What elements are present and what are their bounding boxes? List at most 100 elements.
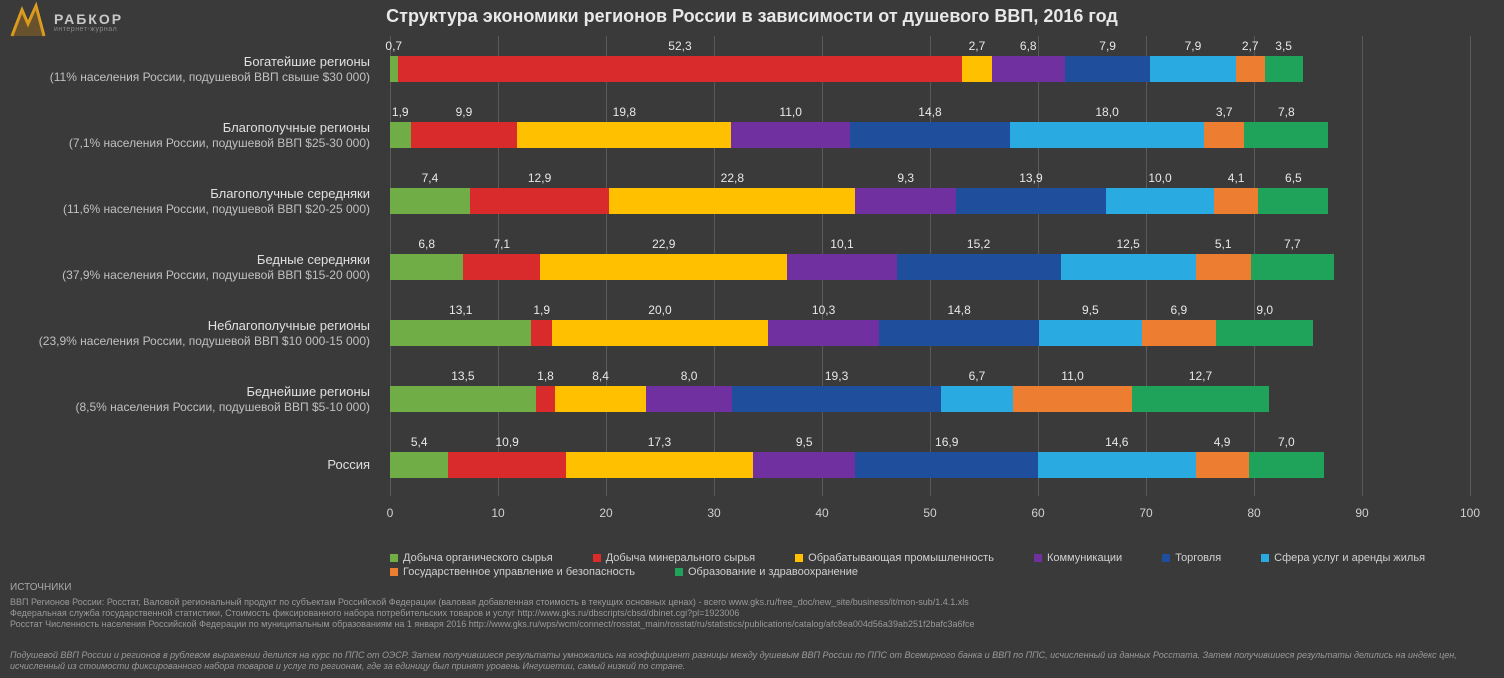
bar-segment: 14,8 <box>850 122 1010 148</box>
bar-segment: 6,5 <box>1258 188 1328 214</box>
segment-value-label: 5,1 <box>1215 237 1232 251</box>
legend-swatch <box>795 554 803 562</box>
bar-segment: 11,0 <box>1013 386 1132 412</box>
segment-value-label: 20,0 <box>648 303 671 317</box>
segment-value-label: 18,0 <box>1095 105 1118 119</box>
x-axis-tick: 50 <box>923 506 936 520</box>
grid-line <box>1470 36 1471 496</box>
sources-block: ИСТОЧНИКИ ВВП Регионов России: Росстат, … <box>10 582 1494 630</box>
segment-value-label: 11,0 <box>1061 369 1083 383</box>
legend-swatch <box>390 568 398 576</box>
segment-value-label: 7,1 <box>493 237 510 251</box>
methodology-note: Подушевой ВВП России и регионов в рублев… <box>10 650 1494 673</box>
legend-swatch <box>675 568 683 576</box>
bar-segment: 5,4 <box>390 452 448 478</box>
row-label: Богатейшие регионы(11% населения России,… <box>0 54 370 84</box>
bar-segment: 4,9 <box>1196 452 1249 478</box>
segment-value-label: 22,8 <box>721 171 744 185</box>
segment-value-label: 4,1 <box>1228 171 1245 185</box>
stacked-bar: 13,51,88,48,019,36,711,012,7 <box>390 386 1269 412</box>
source-line: ВВП Регионов России: Росстат, Валовой ре… <box>10 597 1494 608</box>
bar-segment: 15,2 <box>897 254 1061 280</box>
bar-segment: 16,9 <box>855 452 1038 478</box>
row-label: Бедные середняки(37,9% населения России,… <box>0 252 370 282</box>
bar-segment: 1,9 <box>531 320 552 346</box>
segment-value-label: 7,4 <box>422 171 439 185</box>
bar-segment: 13,5 <box>390 386 536 412</box>
bar-segment: 8,0 <box>646 386 732 412</box>
stacked-bar: 1,99,919,811,014,818,03,77,8 <box>390 122 1328 148</box>
bar-segment: 10,3 <box>768 320 879 346</box>
bar-segment: 5,1 <box>1196 254 1251 280</box>
legend-item: Государственное управление и безопасност… <box>390 566 635 578</box>
chart-row: Благополучные середняки(11,6% населения … <box>390 186 1470 216</box>
segment-value-label: 0,7 <box>385 39 402 53</box>
bar-segment: 13,9 <box>956 188 1106 214</box>
bar-segment: 18,0 <box>1010 122 1204 148</box>
segment-value-label: 9,3 <box>897 171 914 185</box>
bar-segment: 4,1 <box>1214 188 1258 214</box>
row-title: Неблагополучные регионы <box>0 318 370 334</box>
segment-value-label: 12,5 <box>1116 237 1139 251</box>
legend-swatch <box>1034 554 1042 562</box>
bar-segment: 7,1 <box>463 254 540 280</box>
segment-value-label: 16,9 <box>935 435 958 449</box>
legend-label: Добыча органического сырья <box>403 552 553 564</box>
row-label: Благополучные регионы(7,1% населения Рос… <box>0 120 370 150</box>
bar-segment: 22,8 <box>609 188 855 214</box>
row-title: Благополучные середняки <box>0 186 370 202</box>
segment-value-label: 19,3 <box>825 369 848 383</box>
segment-value-label: 2,7 <box>1242 39 1259 53</box>
segment-value-label: 6,5 <box>1285 171 1302 185</box>
bar-segment: 52,3 <box>398 56 963 82</box>
legend-item: Добыча органического сырья <box>390 552 553 564</box>
row-subtitle: (8,5% населения России, подушевой ВВП $5… <box>0 400 370 414</box>
bar-segment: 10,1 <box>787 254 896 280</box>
bar-segment: 6,9 <box>1142 320 1217 346</box>
segment-value-label: 13,1 <box>449 303 472 317</box>
segment-value-label: 3,5 <box>1275 39 1292 53</box>
chart-row: Благополучные регионы(7,1% населения Рос… <box>390 120 1470 150</box>
bar-segment: 10,9 <box>448 452 566 478</box>
segment-value-label: 13,5 <box>451 369 474 383</box>
legend-swatch <box>1261 554 1269 562</box>
row-title: Богатейшие регионы <box>0 54 370 70</box>
bar-segment: 7,7 <box>1251 254 1334 280</box>
source-line: Росстат Численность населения Российской… <box>10 619 1494 630</box>
stacked-bar: 13,11,920,010,314,89,56,99,0 <box>390 320 1313 346</box>
legend-label: Коммуникации <box>1047 552 1122 564</box>
segment-value-label: 10,1 <box>830 237 853 251</box>
segment-value-label: 1,9 <box>392 105 409 119</box>
segment-value-label: 19,8 <box>613 105 636 119</box>
source-line: Федеральная служба государственной стати… <box>10 608 1494 619</box>
segment-value-label: 22,9 <box>652 237 675 251</box>
chart-row: Бедные середняки(37,9% населения России,… <box>390 252 1470 282</box>
segment-value-label: 7,9 <box>1185 39 1202 53</box>
segment-value-label: 13,9 <box>1019 171 1042 185</box>
segment-value-label: 7,8 <box>1278 105 1295 119</box>
bar-segment: 7,9 <box>1150 56 1235 82</box>
bar-segment: 9,5 <box>1039 320 1142 346</box>
stacked-bar: 6,87,122,910,115,212,55,17,7 <box>390 254 1334 280</box>
x-axis-tick: 40 <box>815 506 828 520</box>
bar-segment: 12,9 <box>470 188 609 214</box>
segment-value-label: 2,7 <box>969 39 986 53</box>
legend-label: Торговля <box>1175 552 1221 564</box>
bar-segment: 20,0 <box>552 320 768 346</box>
row-title: Благополучные регионы <box>0 120 370 136</box>
segment-value-label: 4,9 <box>1214 435 1231 449</box>
bar-segment: 3,7 <box>1204 122 1244 148</box>
legend-label: Образование и здравоохранение <box>688 566 858 578</box>
legend-label: Добыча минерального сырья <box>606 552 755 564</box>
bar-segment: 14,8 <box>879 320 1039 346</box>
segment-value-label: 3,7 <box>1216 105 1233 119</box>
legend-label: Обрабатывающая промышленность <box>808 552 994 564</box>
bar-segment: 3,5 <box>1265 56 1303 82</box>
row-label: Неблагополучные регионы(23,9% населения … <box>0 318 370 348</box>
bar-segment: 7,9 <box>1065 56 1150 82</box>
legend-item: Торговля <box>1162 552 1221 564</box>
segment-value-label: 7,9 <box>1099 39 1116 53</box>
legend-item: Образование и здравоохранение <box>675 566 858 578</box>
bar-segment: 1,8 <box>536 386 555 412</box>
segment-value-label: 52,3 <box>668 39 691 53</box>
